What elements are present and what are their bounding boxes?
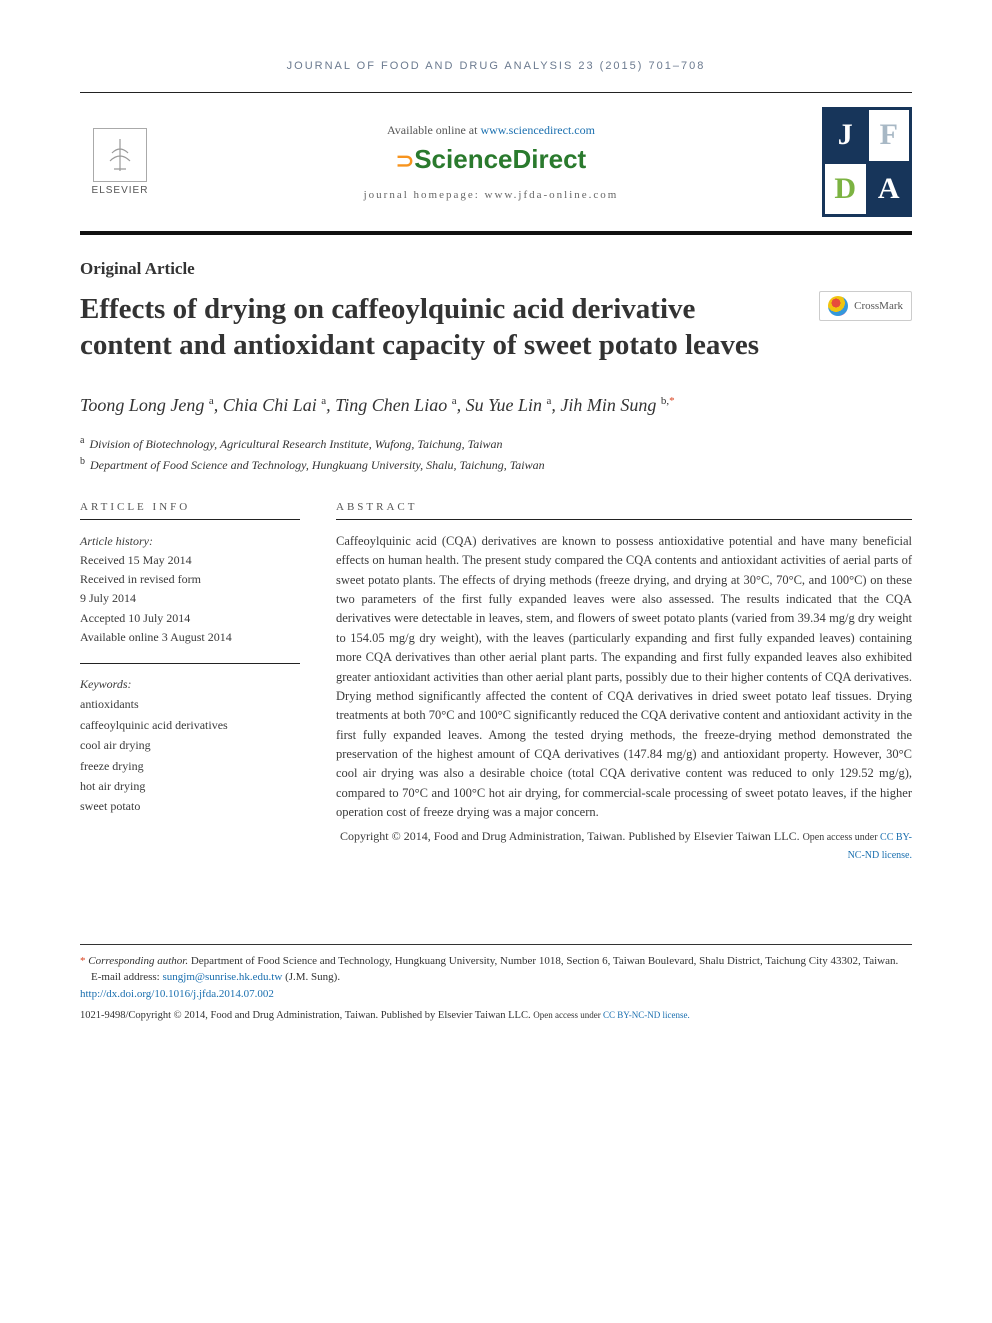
jfda-f: F <box>869 110 910 161</box>
keyword-item: sweet potato <box>80 796 300 816</box>
journal-homepage-text: journal homepage: www.jfda-online.com <box>160 189 822 201</box>
affiliation-a: a Division of Biotechnology, Agricultura… <box>80 433 912 454</box>
keyword-item: antioxidants <box>80 694 300 714</box>
history-label: Article history: <box>80 532 300 551</box>
revised-label: Received in revised form <box>80 570 300 589</box>
keyword-item: hot air drying <box>80 776 300 796</box>
crossmark-badge[interactable]: CrossMark <box>819 291 912 321</box>
issn-copyright-line: 1021-9498/Copyright © 2014, Food and Dru… <box>80 1008 912 1024</box>
email-label: E-mail address: <box>91 971 162 983</box>
online-date: Available online 3 August 2014 <box>80 628 300 647</box>
email-line: E-mail address: sungjm@sunrise.hk.edu.tw… <box>80 969 912 986</box>
homepage-link[interactable]: www.jfda-online.com <box>485 189 619 201</box>
authors-list: Toong Long Jeng a, Chia Chi Lai a, Ting … <box>80 392 912 419</box>
received-date: Received 15 May 2014 <box>80 551 300 570</box>
revised-date: 9 July 2014 <box>80 589 300 608</box>
affiliation-b: b Department of Food Science and Technol… <box>80 454 912 475</box>
elsevier-tree-icon <box>93 128 147 182</box>
affiliations: a Division of Biotechnology, Agricultura… <box>80 433 912 475</box>
keywords-list: antioxidantscaffeoylquinic acid derivati… <box>80 694 300 816</box>
sciencedirect-logo[interactable]: ⊃ScienceDirect <box>160 144 822 175</box>
jfda-a: A <box>869 164 910 215</box>
jfda-d: D <box>825 164 866 215</box>
corresponding-address: Department of Food Science and Technolog… <box>188 955 898 967</box>
footer: * Corresponding author. Department of Fo… <box>80 944 912 1024</box>
accepted-date: Accepted 10 July 2014 <box>80 609 300 628</box>
open-access-text: Open access under <box>803 832 880 843</box>
abstract-body: Caffeoylquinic acid (CQA) derivatives ar… <box>336 532 912 823</box>
keyword-item: freeze drying <box>80 756 300 776</box>
corresponding-star-icon: * <box>80 955 86 967</box>
article-info-heading: ARTICLE INFO <box>80 501 300 520</box>
keyword-item: caffeoylquinic acid derivatives <box>80 715 300 735</box>
available-online-text: Available online at www.sciencedirect.co… <box>160 123 822 138</box>
article-type: Original Article <box>80 259 912 279</box>
footer-oa-text: Open access under <box>533 1010 603 1020</box>
sciencedirect-link[interactable]: www.sciencedirect.com <box>480 123 595 137</box>
article-title: Effects of drying on caffeoylquinic acid… <box>80 291 760 364</box>
jfda-journal-logo[interactable]: J F D A <box>822 107 912 217</box>
email-suffix: (J.M. Sung). <box>282 971 340 983</box>
issn-text: 1021-9498/Copyright © 2014, Food and Dru… <box>80 1010 533 1021</box>
journal-reference: JOURNAL OF FOOD AND DRUG ANALYSIS 23 (20… <box>80 60 912 72</box>
elsevier-label: ELSEVIER <box>92 185 149 196</box>
doi-link[interactable]: http://dx.doi.org/10.1016/j.jfda.2014.07… <box>80 988 274 1000</box>
crossmark-icon <box>828 296 848 316</box>
homepage-prefix: journal homepage: <box>364 189 485 201</box>
corresponding-label: Corresponding author. <box>88 955 188 967</box>
footer-license-link[interactable]: CC BY-NC-ND license. <box>603 1010 690 1020</box>
article-info-column: ARTICLE INFO Article history: Received 1… <box>80 501 300 864</box>
abstract-heading: ABSTRACT <box>336 501 912 520</box>
sd-swoosh-icon: ⊃ <box>396 148 414 173</box>
elsevier-logo[interactable]: ELSEVIER <box>80 128 160 196</box>
header-banner: ELSEVIER Available online at www.science… <box>80 92 912 235</box>
keywords-label: Keywords: <box>80 674 300 694</box>
available-prefix: Available online at <box>387 123 480 137</box>
crossmark-label: CrossMark <box>854 300 903 312</box>
corresponding-author: * Corresponding author. Department of Fo… <box>80 953 912 970</box>
sd-logo-text: ScienceDirect <box>414 144 586 174</box>
abstract-column: ABSTRACT Caffeoylquinic acid (CQA) deriv… <box>336 501 912 864</box>
jfda-j: J <box>825 110 866 161</box>
copyright-text: Copyright © 2014, Food and Drug Administ… <box>340 829 800 843</box>
keyword-item: cool air drying <box>80 735 300 755</box>
email-link[interactable]: sungjm@sunrise.hk.edu.tw <box>162 971 282 983</box>
